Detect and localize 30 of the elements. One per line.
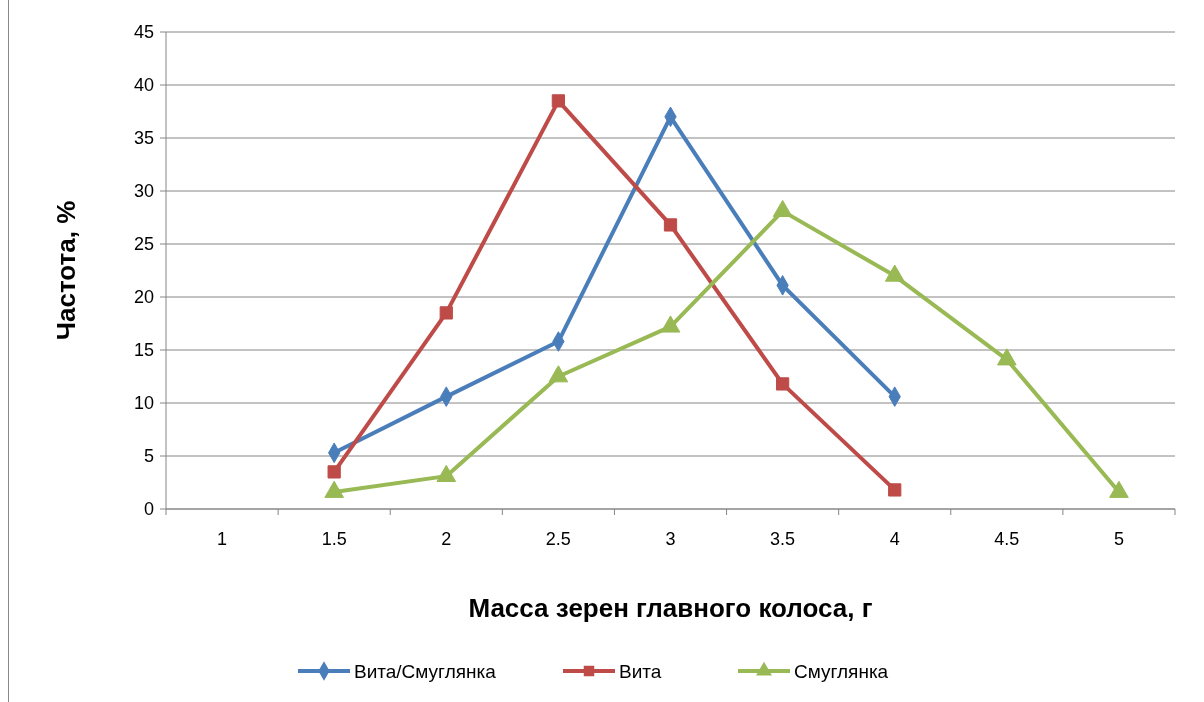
x-tick-label: 3 (665, 529, 676, 549)
point (327, 465, 341, 479)
legend-label: Вита/Смуглянка (354, 660, 497, 682)
point (551, 94, 566, 108)
y-tick-label: 45 (133, 22, 154, 43)
x-tick-label: 2 (441, 529, 452, 549)
y-tick-label: 10 (133, 393, 154, 414)
point (663, 218, 678, 232)
legend-label: Смуглянка (794, 660, 889, 682)
x-tick-label: 4.5 (994, 529, 1020, 549)
point (439, 306, 453, 320)
x-tick-label: 4 (889, 529, 900, 549)
y-tick-label: 35 (133, 128, 154, 149)
x-tick-label: 2.5 (545, 529, 571, 549)
y-tick-label: 15 (133, 340, 154, 361)
point (775, 377, 790, 391)
y-tick-label: 40 (133, 75, 154, 96)
point (888, 483, 902, 497)
y-axis-title: Частота, % (51, 200, 81, 341)
x-tick-label: 3.5 (770, 529, 796, 549)
x-axis-title: Масса зерен главного колоса, г (468, 593, 873, 623)
y-tick-label: 20 (133, 287, 154, 308)
y-tick-label: 0 (143, 499, 154, 520)
y-tick-label: 25 (133, 234, 154, 255)
x-tick-label: 5 (1113, 529, 1124, 549)
x-tick-label: 1 (217, 529, 228, 549)
x-tick-label: 1.5 (321, 529, 347, 549)
y-tick-label: 30 (133, 181, 154, 202)
legend-label: Вита (619, 660, 662, 682)
y-tick-label: 5 (143, 446, 154, 467)
